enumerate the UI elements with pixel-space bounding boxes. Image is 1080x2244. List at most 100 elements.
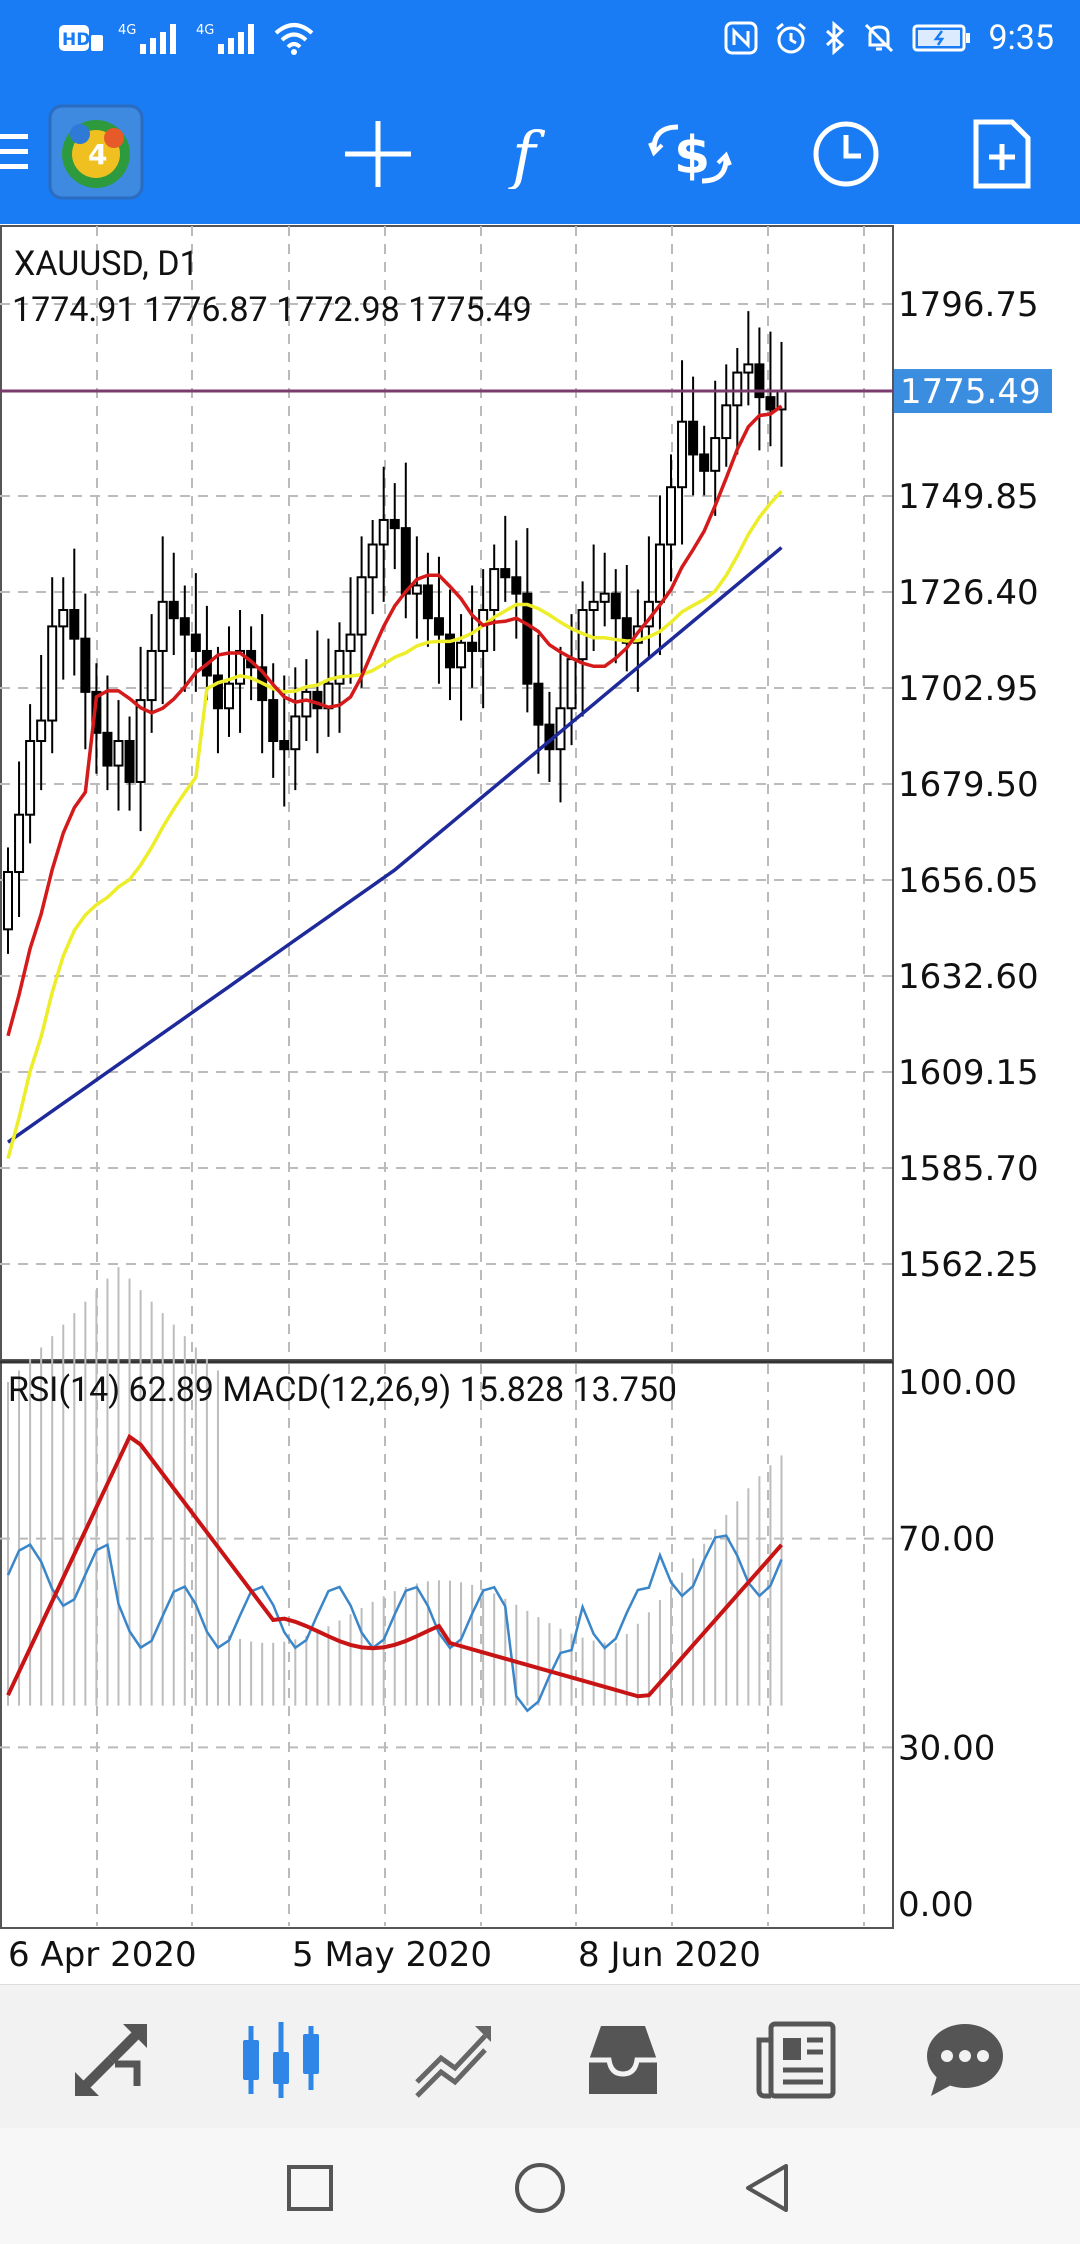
crosshair-icon	[345, 121, 411, 187]
candle-body	[433, 617, 444, 636]
price-axis-label: 1609.15	[898, 1053, 1039, 1093]
trade-button[interactable]: $	[640, 104, 740, 204]
news-icon	[756, 2021, 836, 2099]
candle-body	[224, 682, 234, 710]
home-icon	[515, 2163, 565, 2213]
timeframe-button[interactable]	[796, 104, 896, 204]
ma-fast-line	[6, 404, 783, 1037]
candle-body	[467, 641, 478, 652]
candle-body	[190, 633, 201, 652]
price-axis-label: 1656.05	[898, 861, 1039, 901]
hd-icon: HD	[59, 25, 103, 51]
candle-body	[301, 690, 312, 718]
date-axis-label: 8 Jun 2020	[578, 1935, 761, 1975]
candle-body	[146, 649, 157, 702]
candle-body	[654, 543, 665, 603]
price-axis-label: 1749.85	[898, 477, 1039, 517]
nav-quotes[interactable]	[56, 2005, 166, 2115]
candle-body	[721, 404, 732, 440]
symbol-label: XAUUSD, D1	[14, 244, 199, 284]
nav-chart[interactable]	[226, 2005, 336, 2115]
nav-trade[interactable]	[398, 2005, 508, 2115]
chart-area[interactable]: 1775.49 1796.75 1749.85 1726.40 1702.95 1679…	[0, 224, 1080, 1984]
candle-body	[367, 543, 378, 579]
candle-body	[312, 690, 323, 710]
indicator-axis-label: 30.00	[898, 1728, 995, 1768]
candle-body	[168, 600, 179, 620]
candle-body	[765, 396, 776, 411]
app-logo-button[interactable]: 4	[46, 102, 146, 202]
candlesticks	[3, 311, 787, 954]
menu-icon[interactable]	[0, 130, 30, 174]
svg-text:4G: 4G	[196, 23, 214, 38]
axis-labels: 1796.75 1749.85 1726.40 1702.95 1679.50 1656.…	[8, 285, 1039, 1975]
candle-body	[179, 617, 190, 636]
battery-icon	[912, 24, 971, 52]
history-icon	[589, 2026, 657, 2094]
nav-history[interactable]	[568, 2005, 678, 2115]
status-bar: HD 4G 4G	[0, 0, 1080, 82]
candle-body	[522, 592, 533, 685]
chat-icon	[927, 2024, 1003, 2096]
candle-body	[743, 363, 754, 374]
candle-body	[688, 420, 699, 456]
macd-signal-line	[6, 1433, 783, 1699]
candle-body	[599, 592, 610, 603]
current-price-line: 1775.49	[0, 369, 1052, 414]
price-axis-label: 1632.60	[898, 957, 1039, 997]
quotes-icon	[75, 2024, 147, 2096]
current-price-tag	[894, 369, 1052, 414]
candle-body	[113, 740, 124, 767]
candle-body	[456, 641, 467, 669]
candle-body	[334, 649, 345, 685]
price-axis-label: 1702.95	[898, 669, 1039, 709]
svg-text:4G: 4G	[118, 23, 136, 38]
candle-body	[677, 420, 688, 489]
candle-body	[489, 568, 500, 612]
candle-body	[91, 690, 102, 734]
candle-body	[732, 371, 743, 407]
indicator-axis-label: 70.00	[898, 1520, 995, 1560]
candle-body	[400, 527, 411, 595]
nav-chat[interactable]	[910, 2005, 1020, 2115]
nav-news[interactable]	[740, 2005, 850, 2115]
chart-icon	[243, 2022, 319, 2098]
trade-icon	[415, 2026, 491, 2098]
svg-text:4: 4	[88, 138, 107, 171]
price-axis-label: 1796.75	[898, 285, 1039, 325]
svg-text:HD: HD	[62, 30, 90, 50]
candle-body	[500, 568, 511, 579]
back-button[interactable]	[730, 2150, 806, 2226]
indicator-lines	[6, 1433, 783, 1713]
new-order-icon	[973, 119, 1031, 189]
top-toolbar: 4 f $	[0, 82, 1080, 224]
alarm-icon	[776, 22, 807, 54]
indicators-button[interactable]: f	[484, 104, 584, 204]
candle-body	[47, 625, 58, 722]
candle-body	[157, 600, 168, 652]
recent-apps-button[interactable]	[272, 2150, 348, 2226]
candle-body	[356, 576, 367, 636]
new-order-button[interactable]	[952, 104, 1052, 204]
rsi-line	[6, 1534, 783, 1713]
candle-body	[290, 715, 301, 751]
moving-averages	[6, 404, 783, 1160]
candle-body	[666, 486, 676, 546]
price-axis-label: 1726.40	[898, 573, 1039, 613]
crosshair-button[interactable]	[328, 104, 428, 204]
candle-body	[80, 637, 91, 693]
candle-body	[411, 584, 422, 595]
bottom-navigation	[0, 1984, 1080, 2129]
candle-body	[268, 699, 279, 743]
price-axis-label: 1585.70	[898, 1149, 1039, 1189]
candle-body	[422, 584, 433, 620]
chart-canvas[interactable]: 1775.49 1796.75 1749.85 1726.40 1702.95 1679…	[0, 224, 1080, 1984]
signal-4g-icon: 4G	[196, 23, 254, 54]
candle-body	[58, 609, 69, 628]
timeframe-icon	[813, 121, 879, 187]
candle-body	[3, 871, 13, 931]
candle-body	[389, 518, 400, 530]
home-button[interactable]	[502, 2150, 578, 2226]
candle-body	[69, 609, 80, 640]
recent-apps-icon	[287, 2165, 333, 2211]
